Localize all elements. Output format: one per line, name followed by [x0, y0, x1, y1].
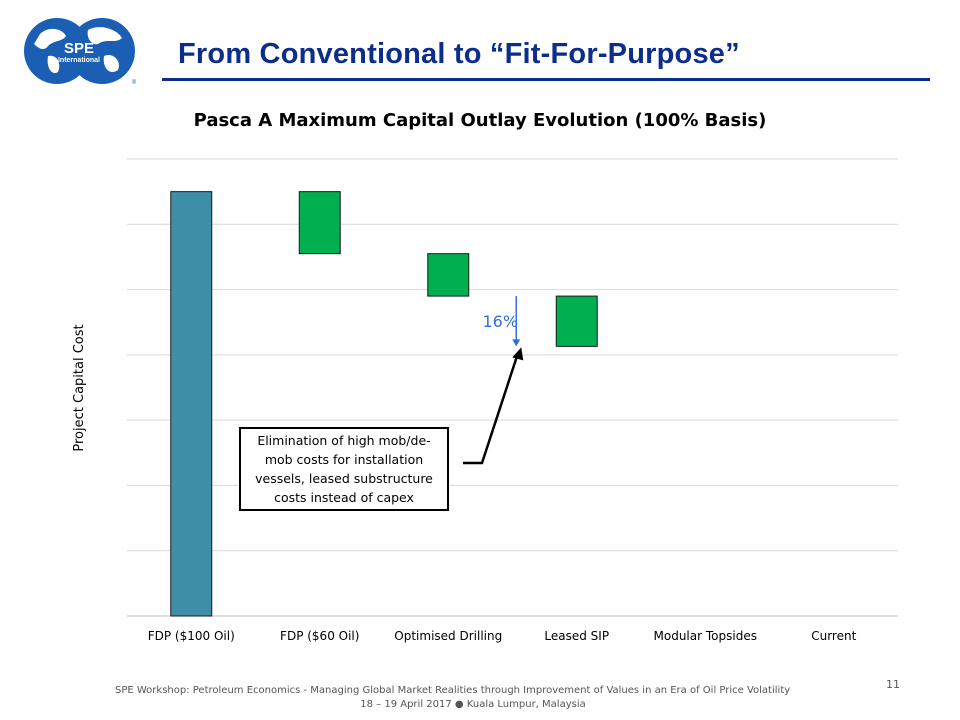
bars [170, 191, 598, 617]
annotations: 16% [463, 296, 524, 465]
x-tick-label: Modular Topsides [654, 629, 757, 643]
logo-text-sub: International [58, 57, 100, 64]
bar-total [170, 191, 213, 617]
x-tick-label: Leased SIP [544, 629, 609, 643]
x-tick-label: FDP ($100 Oil) [148, 629, 235, 643]
bar-step [298, 191, 341, 255]
x-tick-label: Current [811, 629, 856, 643]
reduction-percent-label: 16% [482, 312, 518, 331]
page-number: 11 [886, 678, 900, 691]
x-tick-label: FDP ($60 Oil) [280, 629, 359, 643]
bar-step [555, 295, 598, 347]
grid-lines [127, 158, 898, 617]
y-axis-label: Project Capital Cost [72, 324, 87, 451]
logo-registered-mark: ® [132, 79, 137, 86]
footer-line-2: 18 – 19 April 2017 ● Kuala Lumpur, Malay… [360, 699, 586, 710]
chart-title: Pasca A Maximum Capital Outlay Evolution… [194, 110, 767, 131]
title-divider [162, 78, 930, 81]
footer-line-1: SPE Workshop: Petroleum Economics - Mana… [115, 685, 791, 696]
x-tick-label: Optimised Drilling [394, 629, 502, 643]
slide-title: From Conventional to “Fit-For-Purpose” [178, 38, 740, 70]
spe-logo: SPE International ® [24, 18, 137, 86]
callout-connector-arrowhead [512, 347, 524, 361]
bar-step [427, 253, 470, 297]
callout-box: Elimination of high mob/de-mob costs for… [239, 427, 449, 511]
logo-text-main: SPE [64, 40, 94, 57]
x-tick-labels: FDP ($100 Oil) FDP ($60 Oil) Optimised Dri… [148, 629, 857, 643]
reduction-arrow-head [512, 339, 521, 347]
callout-connector-line [463, 351, 520, 465]
